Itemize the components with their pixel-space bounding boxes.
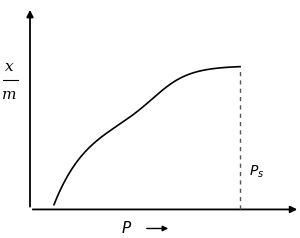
Text: P$_s$: P$_s$ — [249, 163, 264, 179]
Text: x: x — [5, 60, 13, 74]
Text: m: m — [2, 88, 16, 102]
Text: P: P — [122, 221, 130, 236]
